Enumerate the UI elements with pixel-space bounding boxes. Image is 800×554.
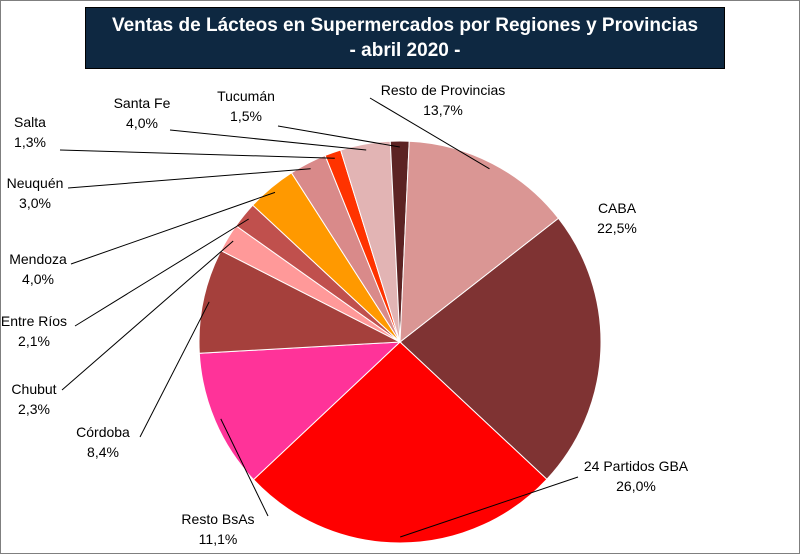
slice-label-7: Mendoza xyxy=(9,251,67,267)
slice-value-11: 1,5% xyxy=(230,108,262,124)
leader-line-9 xyxy=(59,149,335,159)
slice-labels: CABA 22,5% 24 Partidos GBA 26,0% Resto BsAs 1… xyxy=(1,82,689,547)
leader-line-3 xyxy=(220,418,269,517)
slice-label-5: Chubut xyxy=(11,381,56,397)
leader-line-6 xyxy=(74,218,249,327)
leader-line-11 xyxy=(277,125,400,148)
slice-value-7: 4,0% xyxy=(22,271,54,287)
slice-label-8: Neuquén xyxy=(7,175,64,191)
slice-value-6: 2,1% xyxy=(18,333,50,349)
leader-line-7 xyxy=(70,191,276,265)
slice-value-2: 26,0% xyxy=(616,478,656,494)
leader-line-12 xyxy=(369,97,490,170)
pie-slice-1 xyxy=(399,217,602,480)
leader-line-4 xyxy=(139,301,210,438)
pie-slices xyxy=(198,140,602,544)
slice-label-10: Santa Fe xyxy=(114,95,171,111)
pie-slice-12 xyxy=(399,140,560,344)
slice-value-8: 3,0% xyxy=(19,195,51,211)
leader-line-5 xyxy=(61,240,234,391)
pie-slice-2 xyxy=(252,341,548,544)
slice-label-12: Resto de Provincias xyxy=(381,82,506,98)
slice-value-3: 11,1% xyxy=(199,531,238,547)
leader-line-2 xyxy=(400,476,579,538)
slice-value-1: 22,5% xyxy=(597,220,637,236)
pie-slice-3 xyxy=(198,341,402,481)
slice-label-11: Tucumán xyxy=(217,88,275,104)
slice-value-5: 2,3% xyxy=(18,401,50,417)
slice-label-6: Entre Ríos xyxy=(1,313,67,329)
leader-line-8 xyxy=(67,168,311,189)
chart-title: Ventas de Lácteos en Supermercados por R… xyxy=(111,15,699,36)
chart-title-box: Ventas de Lácteos en Supermercados por R… xyxy=(85,7,725,69)
slice-value-9: 1,3% xyxy=(14,134,46,150)
slice-value-12: 13,7% xyxy=(423,102,463,118)
chart-subtitle: - abril 2020 - xyxy=(349,40,461,61)
slice-label-1: CABA xyxy=(598,200,637,216)
leader-lines xyxy=(59,97,579,538)
slice-label-2: 24 Partidos GBA xyxy=(584,458,689,474)
slice-label-4: Córdoba xyxy=(76,424,130,440)
leader-line-10 xyxy=(169,129,367,151)
slice-value-10: 4,0% xyxy=(126,115,158,131)
slice-value-4: 8,4% xyxy=(87,444,119,460)
slice-label-3: Resto BsAs xyxy=(181,511,254,527)
slice-label-9: Salta xyxy=(14,114,46,130)
